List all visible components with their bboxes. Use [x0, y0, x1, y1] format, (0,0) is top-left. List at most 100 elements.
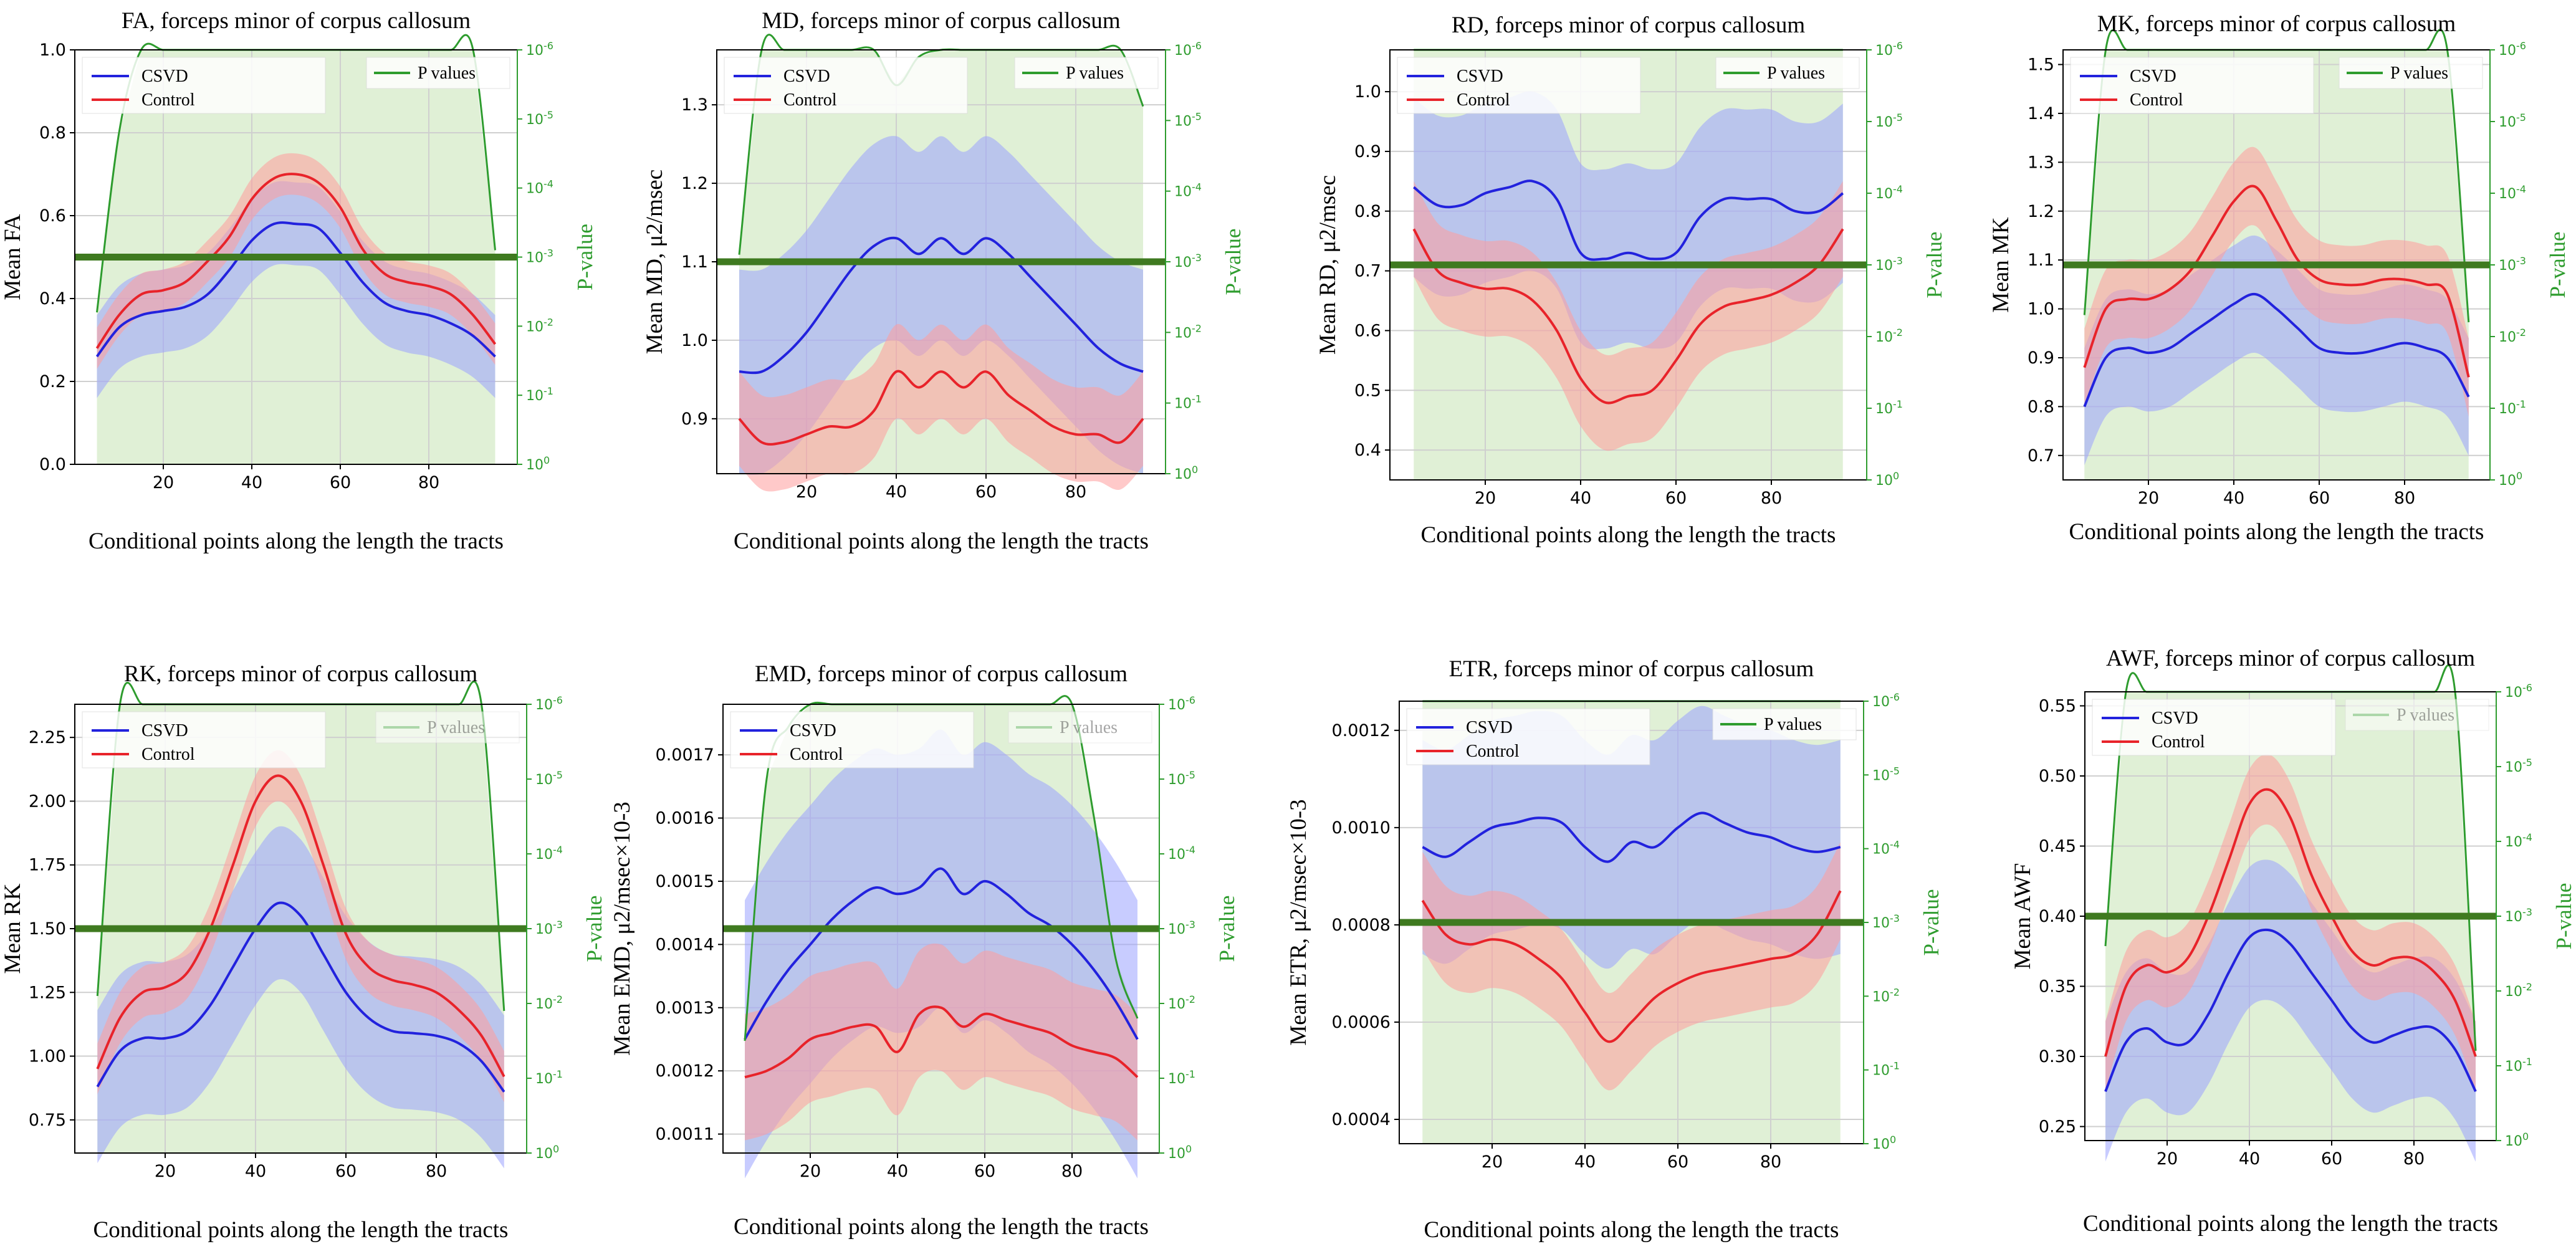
right-tick-label: 10-6 [2499, 40, 2526, 59]
right-tick-label: 10-6 [2505, 682, 2532, 701]
x-tick-label: 20 [800, 1162, 821, 1181]
x-tick-label: 20 [1482, 1152, 1503, 1172]
right-tick-label: 10-5 [1875, 112, 1903, 130]
pvalue-axis-label: P-value [1922, 232, 1946, 299]
right-tick-label: 10-2 [526, 316, 553, 335]
right-tick-label: 10-5 [2505, 757, 2532, 775]
pvalue-legend: P values [1008, 711, 1152, 744]
x-tick-label: 60 [975, 482, 997, 502]
legend-label: P values [1767, 64, 1825, 83]
right-tick-label: 10-1 [1872, 1060, 1900, 1079]
y-tick-label: 1.5 [2028, 55, 2054, 75]
legend-label: Control [1457, 90, 1510, 110]
x-tick-label: 40 [887, 1162, 908, 1181]
y-tick-label: 0.30 [2039, 1047, 2076, 1066]
pvalue-legend: P values [1715, 57, 1860, 89]
right-tick-label: 10-2 [1875, 327, 1903, 345]
pvalue-legend: P values [2345, 699, 2489, 731]
y-tick-label: 0.40 [2039, 907, 2076, 926]
control-series-line [738, 370, 1144, 446]
chart-panel-4: 20 40 60 80 0.7 0.8 0.9 1.0 1.1 1.2 1.3 1.4 1.5 100 10… [1988, 11, 2570, 545]
right-tick-label: 100 [2499, 470, 2522, 489]
y-tick-label: 0.0017 [656, 745, 714, 765]
right-tick-label: 10-3 [2505, 906, 2532, 925]
legend-label: CSVD [2152, 709, 2198, 728]
chart-title: AWF, forceps minor of corpus callosum [2106, 646, 2475, 671]
chart-panel-2: 20 40 60 80 0.9 1.0 1.1 1.2 1.3 100 10-1 10-2 10-3 10… [642, 8, 1245, 554]
right-tick-label: 10-5 [1168, 769, 1195, 788]
y-tick-label: 0.9 [1354, 142, 1381, 161]
legend-box [724, 57, 968, 114]
legend-label: CSVD [1457, 67, 1503, 86]
y-tick-label: 0.0012 [656, 1061, 714, 1081]
control-series-line [1412, 228, 1844, 404]
legend-label: Control [2130, 90, 2183, 110]
y-axis-label: Mean FA [0, 214, 26, 300]
right-tick-label: 10-3 [1168, 919, 1195, 937]
x-axis-label: Conditional points along the length the … [734, 529, 1149, 554]
legend-box [2092, 699, 2336, 756]
right-tick-label: 100 [1872, 1134, 1896, 1152]
right-tick-label: 10-6 [535, 694, 563, 713]
x-tick-label: 40 [2239, 1149, 2260, 1169]
legend-label: CSVD [1466, 718, 1513, 737]
y-tick-label: 1.50 [29, 919, 66, 939]
y-tick-label: 0.0004 [1332, 1110, 1391, 1129]
right-tick-label: 10-6 [1872, 691, 1900, 710]
right-tick-label: 10-4 [2505, 831, 2532, 850]
legend-label: Control [783, 90, 837, 110]
y-tick-label: 0.5 [1354, 381, 1381, 400]
x-tick-label: 20 [796, 482, 817, 502]
right-tick-label: 10-5 [1872, 765, 1900, 783]
chart-panel-6: 20 40 60 80 0.0011 0.0012 0.0013 0.0014 0.0015 0.… [610, 661, 1239, 1240]
x-tick-label: 60 [2309, 489, 2330, 508]
right-tick-label: 10-2 [2505, 981, 2532, 1000]
chart-panel-8: 20 40 60 80 0.25 0.30 0.35 0.40 0.45 0.50 0.55 100 1… [2010, 646, 2576, 1237]
legend-label: P values [1764, 715, 1822, 734]
chart-panel-3: 20 40 60 80 0.4 0.5 0.6 0.7 0.8 0.9 1.0 100 10-1 10-2… [1315, 12, 1946, 548]
y-tick-label: 0.25 [2039, 1118, 2076, 1137]
x-tick-label: 20 [1475, 489, 1496, 508]
y-tick-label: 1.00 [29, 1047, 66, 1066]
csvd-series-line [739, 236, 1144, 375]
right-tick-label: 100 [1174, 464, 1198, 482]
y-tick-label: 0.35 [2039, 977, 2076, 997]
y-axis-label: Mean EMD, μ2/msec×10-3 [610, 802, 635, 1056]
y-tick-label: 1.0 [681, 331, 708, 350]
y-tick-label: 0.0006 [1332, 1013, 1391, 1032]
right-tick-label: 10-6 [1174, 40, 1202, 59]
control-series-line [96, 774, 505, 1078]
pvalue-axis-label: P-value [1919, 889, 1943, 956]
csvd-series-line [95, 221, 496, 358]
right-tick-label: 10-3 [526, 247, 553, 266]
y-tick-label: 1.2 [2028, 202, 2054, 221]
csvd-series-line [96, 901, 505, 1093]
chart-panel-5: 20 40 60 80 0.75 1.00 1.25 1.50 1.75 2.00 2.25 100 1… [0, 661, 606, 1243]
chart-title: ETR, forceps minor of corpus callosum [1449, 656, 1814, 682]
chart-title: FA, forceps minor of corpus callosum [122, 8, 471, 34]
y-axis-label: Mean MD, μ2/msec [642, 170, 668, 354]
control-confidence-band [1422, 842, 1841, 1091]
x-tick-label: 80 [2394, 489, 2415, 508]
x-axis-label: Conditional points along the length the … [1421, 522, 1836, 548]
right-tick-label: 10-6 [1168, 694, 1195, 713]
x-tick-label: 80 [426, 1162, 447, 1181]
y-tick-label: 1.2 [681, 174, 708, 193]
x-tick-label: 60 [974, 1162, 995, 1181]
csvd-series-line [744, 867, 1139, 1040]
right-tick-label: 10-3 [535, 919, 563, 937]
y-tick-label: 0.9 [681, 409, 708, 429]
y-tick-label: 0.0013 [656, 998, 714, 1018]
y-tick-label: 0.0 [39, 455, 66, 474]
pvalue-legend: P values [2339, 57, 2483, 89]
chart-title: MD, forceps minor of corpus callosum [762, 8, 1121, 34]
right-tick-label: 10-1 [2499, 398, 2526, 417]
y-tick-label: 1.1 [2028, 251, 2054, 270]
pvalue-axis-label: P-value [2545, 232, 2570, 299]
series-legend: CSVD Control [2070, 57, 2314, 114]
legend-box [82, 711, 326, 768]
right-tick-label: 10-2 [1168, 993, 1195, 1012]
y-tick-label: 0.4 [39, 289, 66, 309]
right-tick-label: 10-2 [1174, 322, 1202, 341]
y-tick-label: 2.25 [29, 728, 66, 747]
